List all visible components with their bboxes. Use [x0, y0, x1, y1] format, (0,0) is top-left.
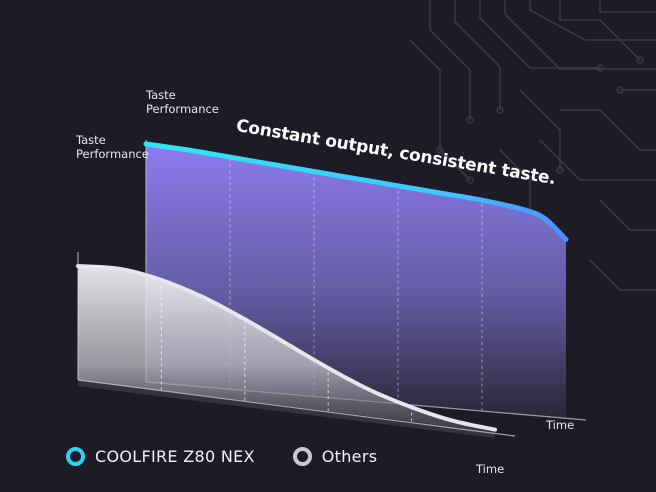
circuit-trace: [429, 0, 471, 121]
front-ylabel: Taste Performance: [76, 133, 149, 161]
circuit-node: [466, 116, 474, 124]
circuit-trace: [559, 0, 641, 61]
legend-item-coolfire: COOLFIRE Z80 NEX: [66, 447, 255, 466]
legend-item-others: Others: [292, 447, 378, 466]
circuit-node: [636, 56, 644, 64]
circuit-trace: [454, 0, 501, 111]
circuit-node: [616, 86, 624, 94]
front-ylabel-line1: Taste: [76, 133, 106, 147]
others-area: [76, 252, 516, 438]
legend-label-coolfire: COOLFIRE Z80 NEX: [95, 447, 255, 466]
circuit-trace: [519, 89, 561, 171]
circuit-trace: [504, 0, 656, 70]
others-floor: [78, 380, 495, 438]
back-ylabel-line1: Taste: [146, 88, 176, 102]
circuit-trace: [599, 0, 656, 13]
front-xlabel: Time: [476, 462, 505, 476]
back-ylabel-line2: Performance: [146, 102, 219, 116]
legend-ring-icon-grey: [292, 447, 312, 466]
others-x-axis: [77, 379, 516, 437]
circuit-trace: [539, 139, 656, 181]
circuit-node: [436, 146, 444, 154]
circuit-node: [556, 166, 564, 174]
circuit-trace: [499, 149, 531, 221]
circuit-node: [496, 106, 504, 114]
circuit-trace: [559, 109, 656, 151]
others-series-line: [76, 264, 497, 432]
circuit-trace: [589, 259, 656, 291]
circuit-trace: [479, 0, 601, 69]
circuit-trace: [409, 39, 471, 181]
back-ylabel: Taste Performance: [146, 88, 219, 116]
back-xlabel: Time: [546, 418, 575, 432]
legend-label-others: Others: [321, 447, 378, 466]
front-ylabel-line2: Performance: [76, 147, 149, 161]
others-area-fill: [78, 266, 495, 432]
legend: COOLFIRE Z80 NEX Others: [66, 447, 415, 466]
coolfire-series-line: [143, 141, 569, 242]
circuit-trace: [599, 199, 656, 231]
circuit-node: [596, 64, 604, 72]
circuit-node: [466, 176, 474, 184]
legend-ring-icon-cyan: [66, 447, 85, 466]
